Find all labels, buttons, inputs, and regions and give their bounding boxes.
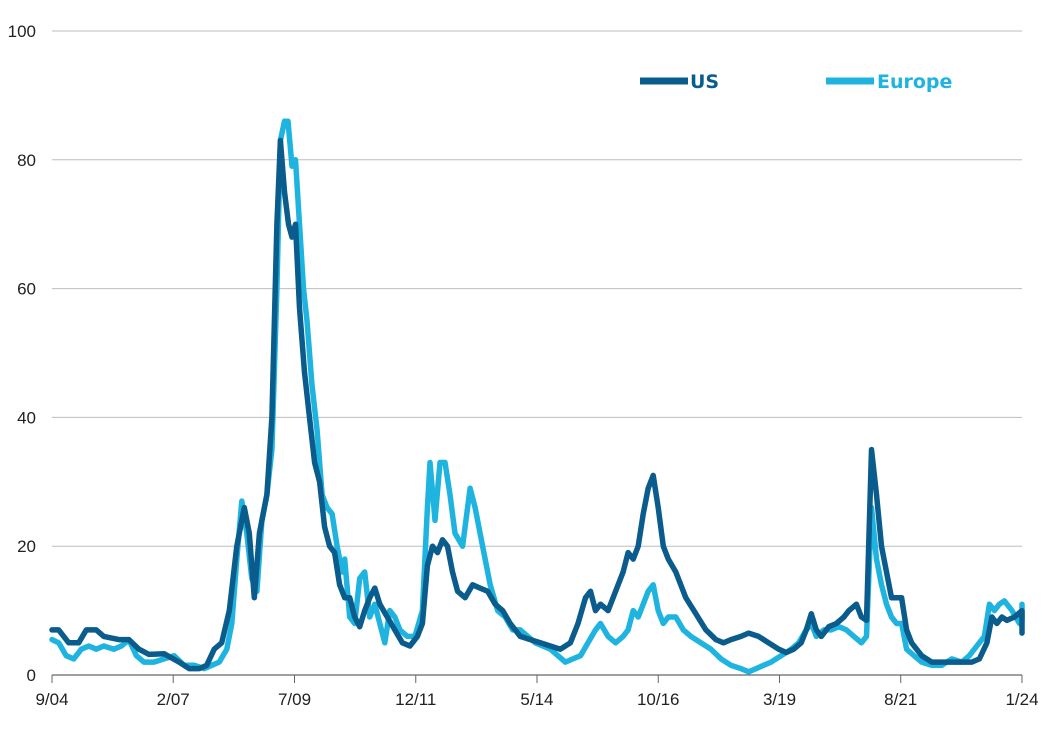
y-tick-label-0: 0 <box>27 666 36 685</box>
y-tick-label-60: 60 <box>17 280 36 299</box>
y-tick-label-80: 80 <box>17 151 36 170</box>
gridlines <box>52 30 1022 676</box>
x-tick-label-2: 7/09 <box>278 690 311 709</box>
y-tick-label-40: 40 <box>17 408 36 427</box>
x-axis: 9/04 2/07 7/09 12/11 5/14 10/16 3/19 8/21 1/24 <box>35 675 1039 709</box>
x-tick-label-1: 2/07 <box>157 690 190 709</box>
legend: US Europe <box>640 71 952 93</box>
y-tick-label-100: 100 <box>8 22 36 41</box>
series-lines <box>49 118 1025 675</box>
legend-label-europe: Europe <box>877 71 952 93</box>
x-tick-label-0: 9/04 <box>35 690 68 709</box>
y-tick-label-20: 20 <box>17 537 36 556</box>
x-tick-label-8: 1/24 <box>1005 690 1038 709</box>
x-tick-label-6: 3/19 <box>763 690 796 709</box>
series-line-europe <box>49 118 1025 675</box>
legend-label-us: US <box>690 71 719 93</box>
y-axis: 0 20 40 60 80 100 <box>8 22 36 685</box>
x-tick-label-7: 8/21 <box>884 690 917 709</box>
x-tick-label-5: 10/16 <box>637 690 680 709</box>
series-line-us <box>49 137 1025 672</box>
x-tick-label-4: 5/14 <box>520 690 553 709</box>
x-tick-label-3: 12/11 <box>395 690 436 709</box>
